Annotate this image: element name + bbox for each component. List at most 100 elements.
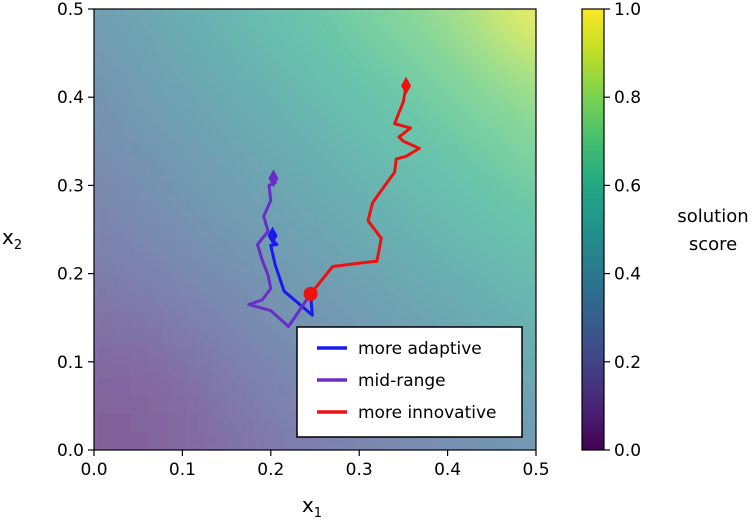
heatmap-cell — [186, 431, 206, 450]
heatmap-cell — [241, 45, 261, 66]
heatmap-cell — [536, 285, 555, 304]
heatmap-cell — [167, 100, 188, 121]
heatmap-cell — [241, 413, 261, 433]
heatmap-cell — [186, 192, 206, 213]
heatmap-cell — [315, 9, 335, 29]
heatmap-cell — [517, 192, 536, 213]
heatmap-cell — [407, 229, 427, 249]
heatmap-cell — [186, 266, 206, 286]
heatmap-cell — [315, 27, 335, 47]
heatmap-cell — [443, 247, 464, 268]
heatmap-cell — [443, 266, 464, 286]
heatmap-cell — [222, 413, 243, 433]
heatmap-cell — [296, 229, 316, 249]
heatmap-cell — [186, 413, 206, 433]
heatmap-cell — [94, 284, 95, 304]
heatmap-cell — [370, 27, 390, 47]
heatmap-cell — [333, 100, 353, 121]
heatmap-cell — [259, 431, 280, 450]
heatmap-cell — [167, 137, 188, 157]
heatmap-cell — [149, 266, 169, 286]
heatmap-cell — [112, 9, 132, 29]
heatmap-cell — [112, 174, 132, 194]
heatmap-cell — [536, 377, 555, 396]
heatmap-cell — [222, 27, 243, 47]
heatmap-cell — [94, 156, 95, 176]
heatmap-cell — [536, 64, 555, 83]
heatmap-cell — [351, 137, 372, 157]
heatmap-cell — [94, 321, 95, 341]
heatmap-cell — [222, 266, 243, 286]
heatmap-cell — [517, 27, 536, 47]
heatmap-cell — [112, 450, 131, 469]
heatmap-cell — [388, 211, 409, 231]
heatmap-cell — [167, 247, 188, 268]
heatmap-cell — [333, 303, 353, 323]
heatmap-cell — [94, 303, 114, 323]
heatmap-cell — [333, 64, 353, 84]
heatmap-cell — [186, 321, 206, 341]
heatmap-cell — [149, 394, 169, 415]
heatmap-cell — [259, 156, 280, 176]
heatmap-cell — [167, 64, 188, 84]
heatmap-cell — [167, 394, 188, 415]
plot-frame — [93, 8, 537, 451]
heatmap-cell — [278, 211, 298, 231]
heatmap-cell — [517, 211, 536, 231]
heatmap-cell — [315, 119, 335, 139]
heatmap-cell — [407, 64, 427, 84]
heatmap-cell — [149, 376, 169, 396]
heatmap-cell — [499, 119, 519, 139]
heatmap-cell — [296, 247, 316, 268]
heatmap-cell — [241, 82, 261, 102]
heatmap-cell — [204, 431, 224, 450]
heatmap-cell — [149, 413, 169, 433]
heatmap-cell — [186, 64, 206, 84]
heatmap-cell — [333, 211, 353, 231]
heatmap-cell — [517, 9, 536, 29]
heatmap-cell — [536, 395, 555, 414]
heatmap-cell — [351, 45, 372, 66]
heatmap-cell — [536, 83, 555, 102]
heatmap-cell — [112, 137, 132, 157]
heatmap-cell — [278, 229, 298, 249]
heatmap-cell — [517, 119, 536, 139]
heatmap-cell — [112, 321, 132, 341]
heatmap-cell — [278, 247, 298, 268]
y-tick-label: 0.3 — [57, 176, 84, 196]
series-line-mid-range — [247, 176, 313, 328]
heatmap-cell — [167, 9, 188, 29]
heatmap-cell — [296, 156, 316, 176]
heatmap-cell — [296, 82, 316, 102]
heatmap-cell — [517, 82, 536, 102]
heatmap-cell — [462, 284, 482, 304]
legend-box — [296, 326, 523, 438]
heatmap-cell — [278, 358, 298, 378]
heatmap-cell — [94, 376, 114, 396]
heatmap-cell — [480, 211, 501, 231]
heatmap-cell — [480, 137, 501, 157]
heatmap-cell — [259, 376, 280, 396]
heatmap-cell — [351, 266, 372, 286]
heatmap-cell — [407, 211, 427, 231]
heatmap-cell — [94, 27, 95, 47]
heatmap-cell — [315, 45, 335, 66]
heatmap-cell — [425, 64, 445, 84]
heatmap-cell — [204, 64, 224, 84]
heatmap-cell — [425, 82, 445, 102]
heatmap-cell — [536, 9, 555, 28]
heatmap-cell — [204, 156, 224, 176]
heatmap-cell — [278, 119, 298, 139]
heatmap-cell — [149, 431, 169, 450]
heatmap-cell — [112, 156, 132, 176]
heatmap-cell — [480, 229, 501, 249]
heatmap-cell — [443, 137, 464, 157]
heatmap-cell — [222, 321, 243, 341]
heatmap-cell — [499, 100, 519, 121]
heatmap-cell — [278, 9, 298, 29]
heatmap-cell — [94, 137, 95, 157]
heatmap-cell — [149, 229, 169, 249]
heatmap-cell — [222, 100, 243, 121]
heatmap-cell — [204, 119, 224, 139]
heatmap-cell — [536, 432, 555, 451]
